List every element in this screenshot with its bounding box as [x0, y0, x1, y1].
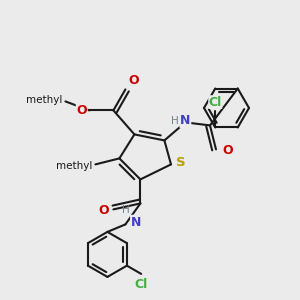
Text: N: N: [180, 114, 190, 128]
Text: O: O: [222, 144, 232, 158]
Text: N: N: [131, 215, 141, 229]
Text: H: H: [122, 206, 129, 215]
Text: O: O: [128, 74, 139, 87]
Text: O: O: [76, 104, 87, 117]
Text: O: O: [98, 204, 109, 218]
Text: Cl: Cl: [134, 278, 148, 291]
Text: H: H: [171, 116, 179, 126]
Text: methyl: methyl: [26, 95, 62, 105]
Text: S: S: [176, 155, 186, 169]
Text: methyl: methyl: [56, 161, 92, 171]
Text: Cl: Cl: [208, 96, 222, 109]
